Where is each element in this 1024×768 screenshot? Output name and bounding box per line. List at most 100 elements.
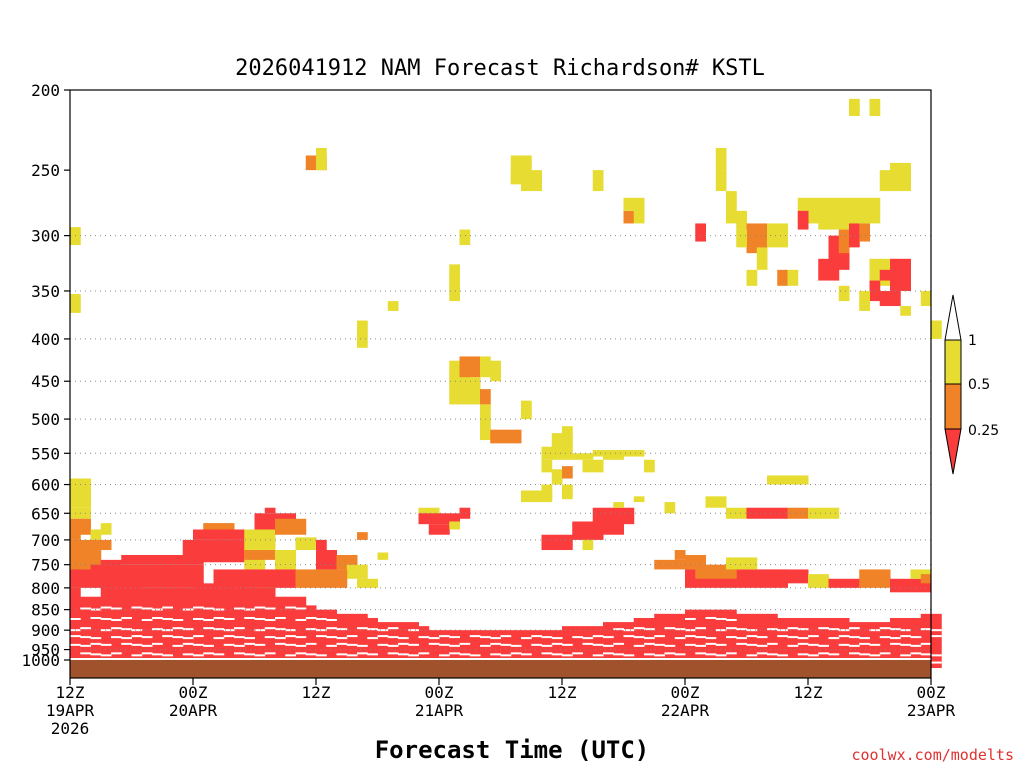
ri-cell — [664, 502, 676, 514]
ri-cell — [449, 264, 460, 291]
ri-cell — [459, 507, 471, 519]
band-cell — [316, 609, 327, 668]
band-stripe — [203, 618, 214, 621]
band-stripe — [859, 653, 870, 656]
band-cell — [357, 613, 368, 668]
band-cell — [90, 596, 102, 668]
band-cell — [510, 630, 522, 668]
band-stripe — [623, 654, 635, 657]
band-stripe — [715, 629, 727, 632]
band-stripe — [695, 636, 706, 639]
band-stripe — [838, 635, 850, 638]
band-cell — [80, 596, 91, 668]
ri-cell — [357, 532, 368, 540]
chart-title: 2026041912 NAM Forecast Richardson# KSTL — [235, 56, 765, 81]
band-stripe — [459, 653, 471, 656]
band-stripe — [346, 635, 358, 638]
band-stripe — [664, 644, 676, 647]
band-cell — [418, 626, 430, 668]
y-tick-label: 750 — [31, 556, 60, 575]
band-stripe — [490, 637, 501, 640]
band-stripe — [828, 653, 840, 656]
ri-cell — [633, 496, 645, 503]
band-stripe — [767, 642, 778, 645]
band-cell — [736, 613, 747, 668]
band-cell — [767, 613, 778, 668]
ri-cell — [70, 569, 91, 588]
band-cell — [664, 613, 676, 668]
ri-cell — [767, 475, 809, 485]
band-stripe — [900, 635, 911, 638]
band-stripe — [100, 617, 112, 620]
band-stripe — [152, 642, 163, 645]
band-stripe — [264, 618, 276, 621]
band-stripe — [859, 637, 870, 640]
band-stripe — [664, 652, 676, 655]
ri-cell — [838, 229, 850, 254]
band-stripe — [234, 607, 245, 610]
band-stripe — [439, 643, 450, 646]
plot-cells — [70, 98, 942, 678]
band-cell — [920, 613, 932, 668]
band-cell — [459, 630, 471, 668]
ri-cell — [756, 247, 768, 270]
band-cell — [162, 587, 173, 668]
band-stripe — [428, 637, 440, 640]
ri-cell — [521, 490, 553, 503]
ri-cell — [70, 518, 81, 540]
ri-cell — [90, 564, 204, 588]
band-stripe — [644, 642, 655, 645]
band-stripe — [326, 627, 337, 630]
band-stripe — [141, 652, 153, 655]
band-stripe — [418, 652, 430, 655]
ri-cell — [100, 523, 112, 535]
band-stripe — [920, 653, 932, 656]
ri-cell — [736, 210, 747, 230]
band-stripe — [203, 652, 214, 655]
band-stripe — [285, 606, 296, 609]
legend-arrow-high — [944, 294, 962, 341]
band-stripe — [182, 642, 194, 645]
band-stripe — [305, 628, 317, 631]
band-cell — [398, 622, 409, 668]
band-stripe — [746, 654, 758, 657]
y-tick-label: 850 — [31, 601, 60, 620]
legend-swatch-orange — [944, 383, 962, 430]
band-stripe — [726, 627, 737, 630]
band-stripe — [787, 627, 799, 630]
band-stripe — [726, 618, 737, 621]
band-stripe — [305, 642, 317, 645]
band-stripe — [521, 637, 532, 640]
band-stripe — [244, 637, 255, 640]
ri-cell — [469, 377, 481, 405]
band-stripe — [480, 644, 491, 647]
band-stripe — [336, 628, 348, 631]
band-stripe — [808, 635, 819, 638]
band-stripe — [736, 637, 747, 640]
ri-cell — [510, 155, 532, 185]
band-stripe — [849, 627, 860, 630]
ri-cell — [346, 564, 368, 579]
ri-cell — [70, 478, 91, 508]
band-cell — [715, 609, 727, 668]
band-stripe — [931, 629, 942, 632]
band-stripe — [275, 628, 286, 631]
band-cell — [367, 617, 378, 668]
band-stripe — [459, 642, 471, 645]
ri-cell — [316, 147, 327, 171]
y-tick-label: 450 — [31, 372, 60, 391]
band-stripe — [808, 654, 819, 657]
band-stripe — [551, 637, 563, 640]
band-stripe — [654, 643, 665, 646]
ri-cell — [910, 569, 932, 579]
band-stripe — [182, 628, 194, 631]
band-stripe — [182, 653, 194, 656]
band-stripe — [264, 636, 276, 639]
y-tick-label: 350 — [31, 282, 60, 301]
ri-cell — [879, 170, 891, 192]
y-axis: 200 250 300 350 400 450 500 550 600 650 700 750 800 8… — [21, 81, 70, 670]
band-stripe — [182, 637, 194, 640]
band-stripe — [152, 628, 163, 631]
band-stripe — [387, 644, 399, 647]
